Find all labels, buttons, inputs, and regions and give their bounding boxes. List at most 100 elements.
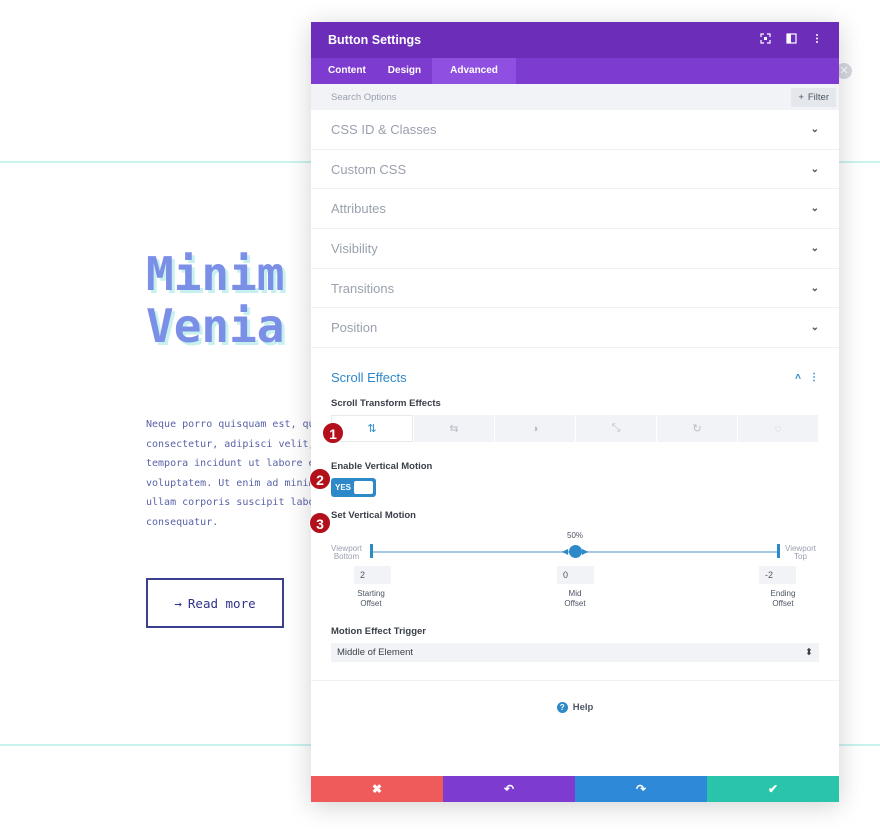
scroll-transform-effects-tabs: ⇅ ⇆ ◑ ⤡ ↻ ◌ <box>331 415 819 443</box>
chevron-down-icon: ⌄ <box>810 282 819 294</box>
enable-vertical-motion-label: Enable Vertical Motion <box>331 461 433 473</box>
rotate-icon[interactable]: ↻ <box>657 415 737 443</box>
cancel-button[interactable]: ✖ <box>311 776 443 802</box>
button-settings-modal: Button Settings Content Design Advanced … <box>311 22 839 802</box>
scroll-effects-title: Scroll Effects <box>331 369 407 385</box>
tab-design[interactable]: Design <box>387 65 422 76</box>
section-position[interactable]: Position ⌄ <box>311 308 839 349</box>
starting-offset-input[interactable]: 2 <box>354 566 391 585</box>
scale-icon[interactable]: ⤡ <box>576 415 656 443</box>
chevron-down-icon: ⌄ <box>810 322 819 334</box>
section-visibility[interactable]: Visibility ⌄ <box>311 229 839 269</box>
section-transitions[interactable]: Transitions ⌄ <box>311 269 839 309</box>
select-arrows-icon: ⬍ <box>805 647 813 659</box>
chevron-up-icon[interactable]: ˄ <box>795 371 801 383</box>
section-title: Transitions <box>331 280 395 296</box>
scroll-effects-panel: Scroll Effects ˄ ⋮ Scroll Transform Effe… <box>311 348 839 663</box>
viewport-bottom-label: Viewport Bottom <box>331 545 362 561</box>
section-css-id-classes[interactable]: CSS ID & Classes ⌄ <box>311 110 839 150</box>
chevron-down-icon: ⌄ <box>810 123 819 135</box>
filter-button[interactable]: + Filter <box>791 87 836 107</box>
paragraph-line: tempora incidunt ut labore e <box>146 458 315 469</box>
mid-offset-label: Mid Offset <box>550 589 600 609</box>
undo-button[interactable]: ↶ <box>443 776 575 802</box>
vertical-motion-icon[interactable]: ⇅ <box>331 415 413 443</box>
viewport-top-line: Top <box>794 552 807 562</box>
set-vertical-motion-label: Set Vertical Motion <box>331 510 416 522</box>
mid-offset-input[interactable]: 0 <box>557 566 594 585</box>
offset-label-line: Offset <box>360 599 382 609</box>
motion-effect-trigger-label: Motion Effect Trigger <box>331 626 426 638</box>
offset-label-line: Ending <box>770 589 796 599</box>
heading-line-1: Minim <box>146 247 285 301</box>
focus-icon[interactable] <box>759 33 771 47</box>
help-label: Help <box>572 702 594 714</box>
heading-line-2: Venia <box>146 299 285 353</box>
paragraph-line: consequatur. <box>146 516 219 528</box>
fade-icon[interactable]: ◑ <box>495 415 575 443</box>
help-icon: ? <box>556 702 568 714</box>
motion-effect-trigger-select[interactable]: Middle of Element ⬍ <box>331 643 819 663</box>
modal-footer: ✖ ↶ ↷ ✔ <box>311 776 839 802</box>
arrow-right-icon: ▶ <box>582 547 589 557</box>
split-view-icon[interactable] <box>785 33 797 47</box>
ending-offset-input[interactable]: -2 <box>759 566 796 585</box>
blur-icon[interactable]: ◌ <box>738 415 818 443</box>
search-options-row: Search Options + Filter <box>311 84 839 110</box>
horizontal-motion-icon[interactable]: ⇆ <box>414 415 494 443</box>
offset-label-line: Offset <box>564 599 586 609</box>
page-heading: Minim Venia <box>146 248 284 352</box>
step-badge-1: 1 <box>322 422 344 444</box>
read-more-button[interactable]: → Read more <box>146 578 284 628</box>
enable-vertical-motion-toggle[interactable]: YES <box>331 478 376 498</box>
ending-offset-label: Ending Offset <box>758 589 808 609</box>
plus-icon: + <box>798 91 804 103</box>
help-link[interactable]: ? Help <box>311 702 839 714</box>
close-icon[interactable]: ✕ <box>836 63 852 79</box>
start-handle[interactable] <box>370 544 373 559</box>
viewport-top-label: Viewport Top <box>785 545 816 561</box>
chevron-down-icon: ⌄ <box>810 242 819 254</box>
header-icons <box>759 33 823 47</box>
chevron-down-icon: ⌄ <box>810 163 819 175</box>
paragraph-line: ullam corporis suscipit labo <box>146 497 315 508</box>
section-title: Visibility <box>331 240 378 256</box>
mid-percent-label: 50% <box>567 531 584 541</box>
tab-content[interactable]: Content <box>328 65 366 76</box>
more-vertical-icon[interactable] <box>811 33 823 47</box>
select-value: Middle of Element <box>337 647 414 659</box>
read-more-label: Read more <box>187 595 256 611</box>
section-title: CSS ID & Classes <box>331 121 437 137</box>
viewport-bottom-line: Bottom <box>333 552 360 562</box>
filter-label: Filter <box>807 91 829 103</box>
tab-advanced[interactable]: Advanced <box>432 58 516 84</box>
arrow-right-icon: → <box>174 595 182 611</box>
offset-label-line: Mid <box>568 589 582 599</box>
mid-handle[interactable] <box>569 545 582 559</box>
section-title: Position <box>331 320 378 336</box>
vertical-motion-slider: 50% Viewport Bottom Viewport Top ◀ ▶ 2 0… <box>331 525 819 620</box>
viewport-bottom-line: Viewport <box>331 544 362 554</box>
step-badge-3: 3 <box>309 512 331 534</box>
section-custom-css[interactable]: Custom CSS ⌄ <box>311 150 839 190</box>
paragraph-line: consectetur, adipisci velit, <box>146 438 315 450</box>
paragraph-line: Neque porro quisquam est, qu <box>146 419 315 430</box>
section-attributes[interactable]: Attributes ⌄ <box>311 189 839 230</box>
modal-title: Button Settings <box>328 33 422 47</box>
toggle-label: YES <box>335 483 352 493</box>
offset-label-line: Offset <box>772 599 794 609</box>
end-handle[interactable] <box>777 544 780 559</box>
more-vertical-icon[interactable]: ⋮ <box>809 371 819 383</box>
search-options-input[interactable]: Search Options <box>331 91 397 103</box>
offset-label-line: Starting <box>357 589 385 599</box>
viewport-top-line: Viewport <box>785 544 816 554</box>
page-paragraph: Neque porro quisquam est, qu consectetur… <box>146 415 321 532</box>
scroll-effects-header[interactable]: Scroll Effects ˄ ⋮ <box>331 348 819 398</box>
chevron-down-icon: ⌄ <box>810 203 819 215</box>
arrow-left-icon: ◀ <box>562 547 569 557</box>
modal-header: Button Settings <box>311 22 839 58</box>
divider <box>311 680 839 682</box>
redo-button[interactable]: ↷ <box>575 776 707 802</box>
save-button[interactable]: ✔ <box>707 776 839 802</box>
scroll-effects-header-icons: ˄ ⋮ <box>795 372 819 383</box>
